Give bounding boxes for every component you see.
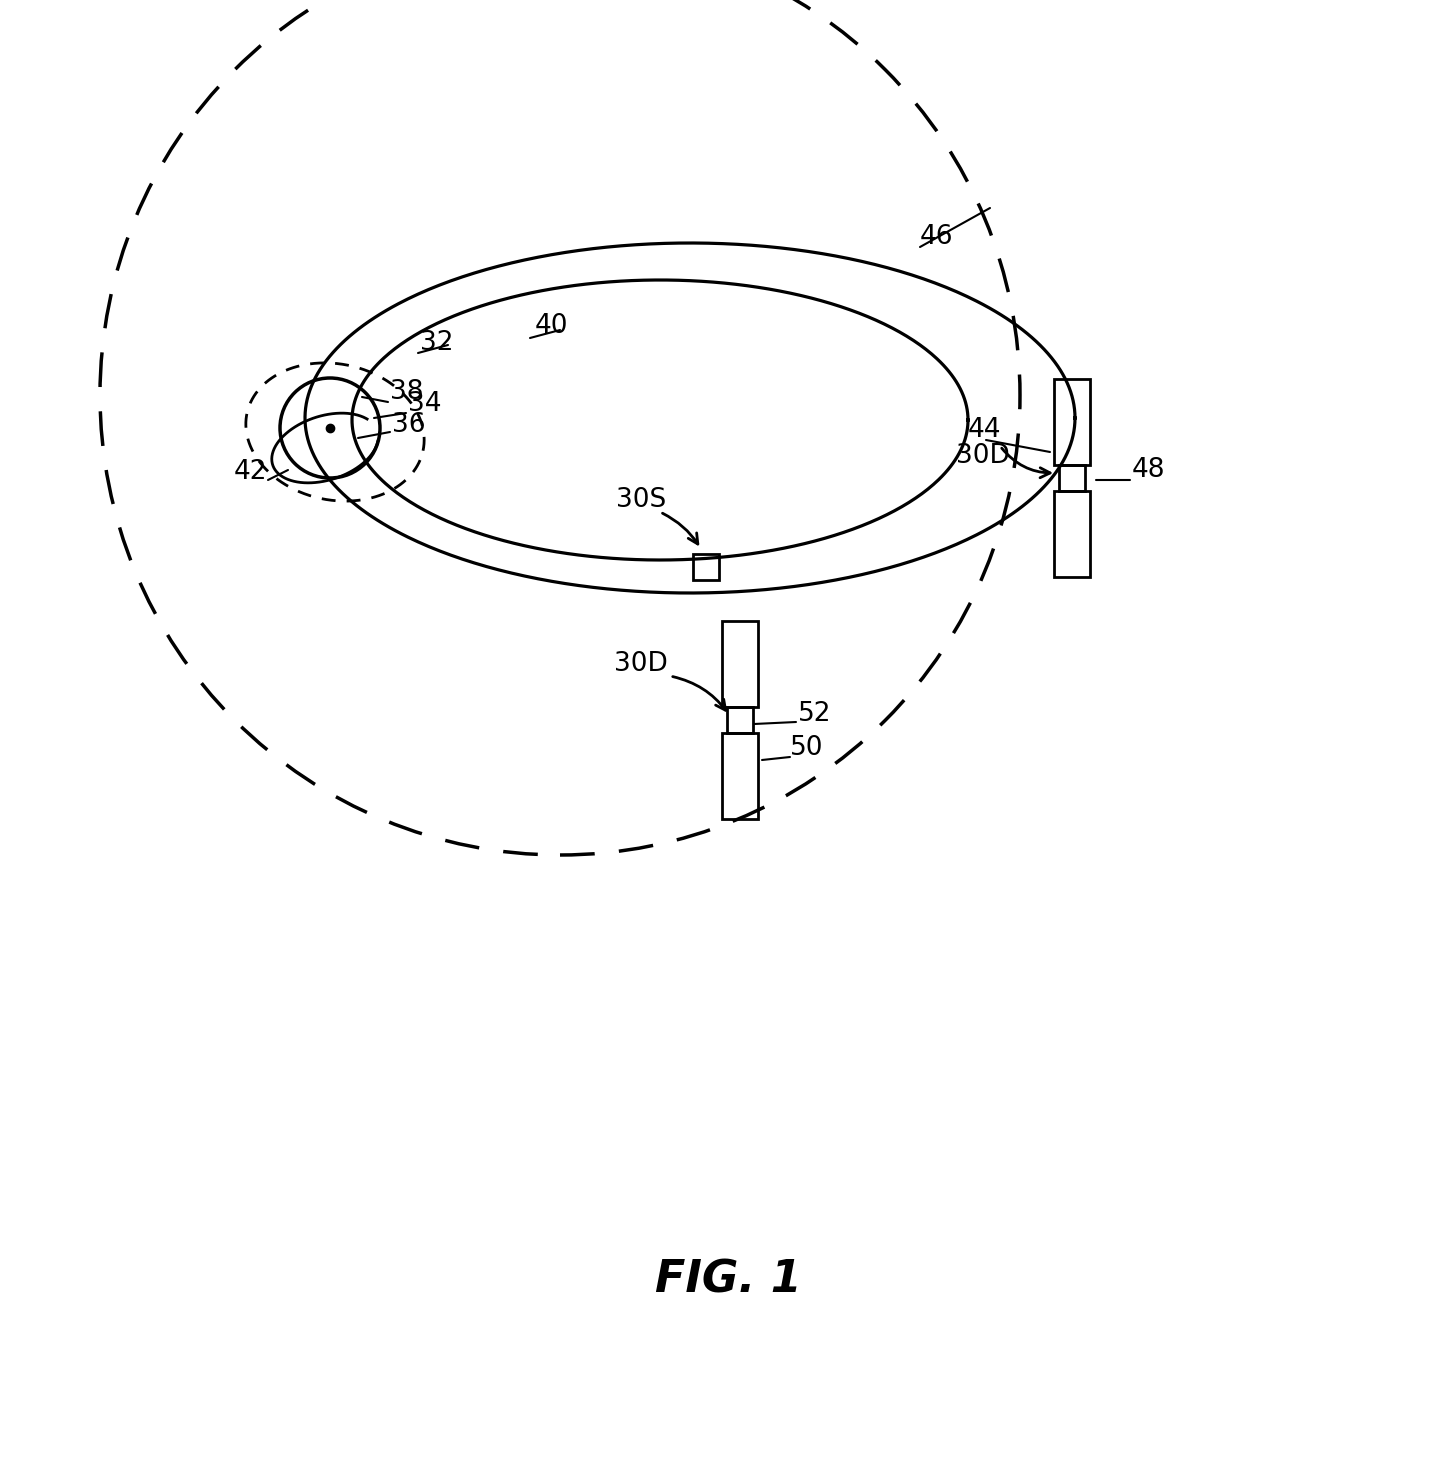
Bar <box>693 554 719 581</box>
Bar <box>1059 465 1085 491</box>
Bar <box>722 734 759 819</box>
Bar <box>1054 379 1091 465</box>
Text: 48: 48 <box>1131 457 1165 484</box>
Text: FIG. 1: FIG. 1 <box>655 1258 801 1301</box>
Text: 42: 42 <box>234 459 268 485</box>
Text: 36: 36 <box>392 412 425 438</box>
Text: 40: 40 <box>534 313 568 340</box>
Text: 34: 34 <box>408 391 441 417</box>
Text: 30D: 30D <box>957 442 1010 469</box>
Text: 32: 32 <box>419 329 453 356</box>
Text: 30D: 30D <box>614 651 668 678</box>
Bar <box>722 620 759 707</box>
Text: 30S: 30S <box>616 487 667 513</box>
Text: 44: 44 <box>968 417 1002 442</box>
Text: 46: 46 <box>920 223 954 250</box>
Text: 50: 50 <box>791 735 824 761</box>
Bar <box>1054 491 1091 578</box>
Text: 38: 38 <box>390 379 424 406</box>
Bar <box>727 707 753 734</box>
Text: 52: 52 <box>798 701 831 728</box>
